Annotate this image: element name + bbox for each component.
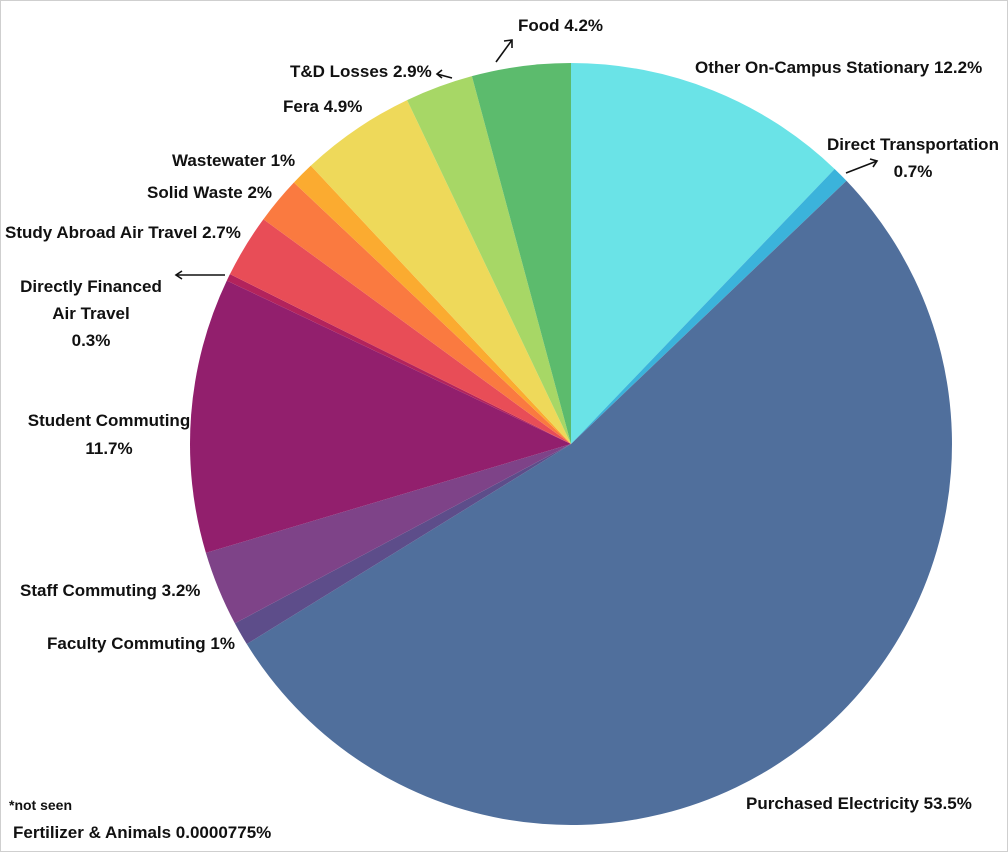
label-wastewater: Wastewater 1% (172, 151, 295, 170)
label-direct-transportation-line2: 0.7% (894, 162, 933, 181)
label-purchased-electricity: Purchased Electricity 53.5% (746, 794, 972, 813)
pie-slice-direct-transportation-0-7 (571, 168, 847, 444)
pie-slice-student-commuting-11-7 (189, 280, 571, 553)
label-direct-transportation-line1: Direct Transportation (827, 135, 999, 154)
label-directly-financed-line3: 0.3% (72, 331, 111, 350)
pie-slice-purchased-electricity-53-5 (246, 180, 952, 825)
label-solid-waste: Solid Waste 2% (147, 183, 272, 202)
arrow-food (495, 39, 513, 63)
pie-slice-staff-commuting-3-2 (205, 444, 571, 624)
pie-slice-other-on-campus-stationary-12-2 (571, 63, 835, 444)
label-directly-financed-line1: Directly Financed (20, 277, 162, 296)
label-student-commuting-line2: 11.7% (85, 439, 132, 458)
pie-slice-fera-4-9 (310, 100, 571, 444)
leader-arrows (174, 39, 879, 280)
arrow-td-losses (435, 69, 453, 79)
pie-slice-study-abroad-air-travel-2-7 (229, 219, 571, 444)
arrow-directly-financed (174, 270, 225, 280)
label-staff-commuting: Staff Commuting 3.2% (20, 581, 200, 600)
arrow-direct-transportation (845, 158, 879, 174)
pie-slice-faculty-commuting-1 (234, 444, 571, 645)
footnote-marker: *not seen (9, 797, 72, 813)
label-student-commuting-line1: Student Commuting (28, 411, 190, 430)
label-food: Food 4.2% (518, 16, 603, 35)
pie-slice-wastewater-1 (293, 165, 571, 444)
pie-slices (189, 63, 952, 825)
pie-slice-solid-waste-2 (263, 182, 571, 444)
label-study-abroad-air-travel: Study Abroad Air Travel 2.7% (5, 223, 241, 242)
footnote: *not seen Fertilizer & Animals 0.0000775… (9, 797, 271, 842)
label-td-losses: T&D Losses 2.9% (290, 62, 432, 81)
slice-labels: Food 4.2% T&D Losses 2.9% Fera 4.9% Wast… (5, 16, 999, 813)
pie-slice-directly-financed-air-travel-0-3 (226, 274, 571, 444)
label-faculty-commuting: Faculty Commuting 1% (47, 634, 235, 653)
label-fera: Fera 4.9% (283, 97, 362, 116)
pie-slice-t-d-losses-2-9 (407, 76, 571, 445)
label-other-on-campus-stationary: Other On-Campus Stationary 12.2% (695, 58, 982, 77)
footnote-text: Fertilizer & Animals 0.0000775% (13, 823, 271, 842)
label-directly-financed-line2: Air Travel (52, 304, 130, 323)
pie-slice-food-4-2 (471, 63, 571, 444)
